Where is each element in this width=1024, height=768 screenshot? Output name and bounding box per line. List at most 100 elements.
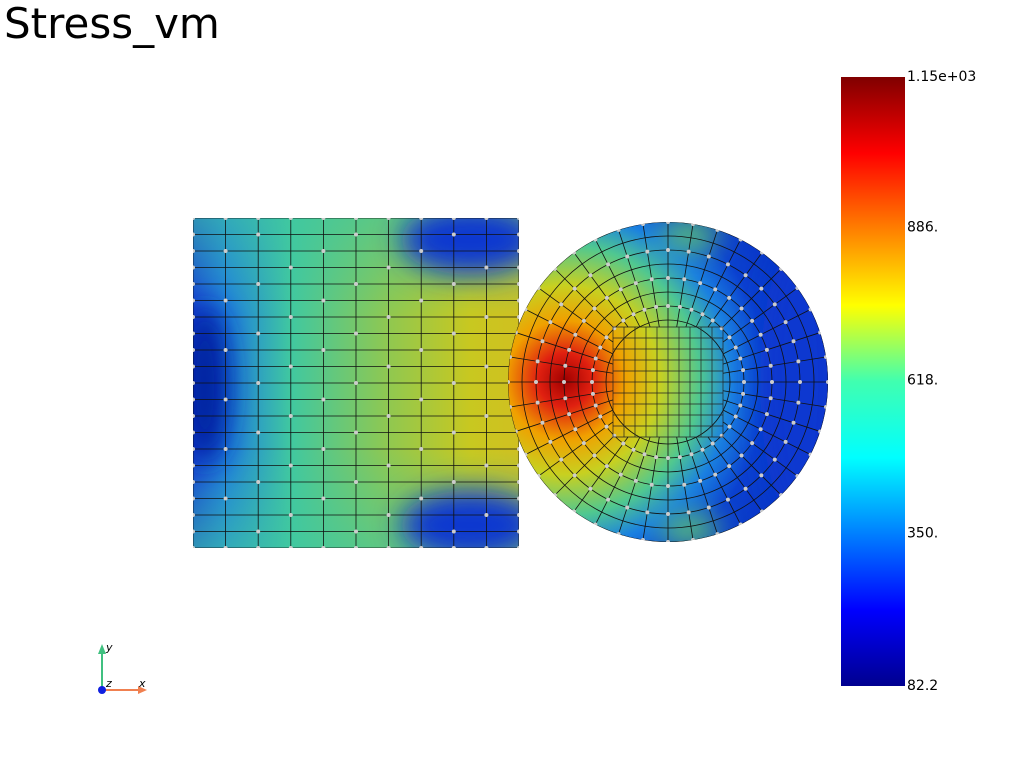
mesh-node bbox=[223, 218, 228, 220]
mesh-node bbox=[791, 420, 796, 425]
mesh-node bbox=[256, 529, 261, 534]
mesh-line bbox=[722, 268, 782, 328]
mesh-node bbox=[288, 546, 293, 548]
mesh-node bbox=[758, 427, 763, 432]
mesh-node bbox=[654, 455, 659, 460]
mesh-node bbox=[321, 298, 326, 303]
mesh-node bbox=[666, 484, 670, 488]
mesh-node bbox=[590, 368, 595, 373]
mesh-node bbox=[739, 306, 744, 311]
mesh-node bbox=[540, 420, 545, 425]
mesh-node bbox=[451, 282, 456, 286]
mesh-node bbox=[581, 441, 586, 446]
mesh-node bbox=[772, 457, 777, 462]
mesh-node bbox=[419, 298, 424, 303]
mesh-node bbox=[193, 397, 195, 402]
mesh-node bbox=[686, 249, 691, 254]
mesh-node bbox=[419, 546, 424, 548]
mesh-node bbox=[593, 403, 598, 408]
mesh-node bbox=[733, 345, 738, 350]
mesh-node bbox=[517, 496, 519, 501]
mesh-node bbox=[517, 249, 519, 253]
mesh-node bbox=[689, 452, 694, 457]
mesh-node bbox=[654, 304, 659, 309]
mesh-node bbox=[562, 380, 566, 384]
mesh-node bbox=[682, 277, 687, 282]
mesh-node bbox=[563, 396, 568, 401]
mesh-node bbox=[193, 298, 195, 303]
mesh-node bbox=[573, 332, 578, 337]
mesh-node bbox=[354, 218, 358, 220]
mesh-node bbox=[621, 318, 626, 323]
mesh-node bbox=[713, 472, 718, 477]
mesh-node bbox=[826, 380, 828, 384]
mesh-node bbox=[534, 380, 538, 384]
mesh-node bbox=[451, 546, 456, 548]
mesh-node bbox=[535, 400, 540, 405]
mesh-node bbox=[193, 447, 195, 451]
mesh-node bbox=[256, 430, 261, 435]
mesh-node bbox=[223, 298, 228, 303]
mesh-node bbox=[686, 510, 691, 515]
mesh-node bbox=[288, 414, 293, 418]
mesh-node bbox=[606, 497, 611, 502]
mesh-node bbox=[386, 315, 391, 319]
mesh-node bbox=[645, 510, 650, 515]
mesh-node bbox=[451, 232, 456, 237]
mesh-node bbox=[193, 381, 195, 385]
mesh-node bbox=[682, 482, 687, 487]
mesh-node bbox=[590, 380, 594, 384]
mesh-node bbox=[824, 354, 828, 359]
mesh-node bbox=[738, 356, 743, 361]
mesh-node bbox=[666, 222, 670, 224]
mesh-node bbox=[193, 546, 195, 548]
mesh-node bbox=[193, 331, 195, 336]
mesh-node bbox=[419, 249, 424, 253]
mesh-node bbox=[193, 364, 195, 369]
mesh-node bbox=[750, 318, 755, 323]
orientation-axes: y x z bbox=[98, 641, 147, 694]
mesh-node bbox=[779, 493, 784, 498]
mesh-node bbox=[288, 315, 293, 319]
mesh-node bbox=[321, 218, 326, 220]
mesh-node bbox=[567, 412, 572, 417]
mesh-line bbox=[642, 223, 660, 328]
mesh-node bbox=[559, 302, 564, 307]
mesh-node bbox=[666, 540, 670, 542]
mesh-node bbox=[193, 463, 195, 468]
mesh-line bbox=[722, 409, 811, 455]
mesh-line bbox=[554, 268, 614, 328]
mesh-line bbox=[722, 287, 798, 343]
mesh-node bbox=[759, 286, 764, 291]
mesh-node bbox=[621, 441, 626, 446]
mesh-node bbox=[758, 332, 763, 337]
mesh-node bbox=[625, 505, 630, 510]
mesh-line bbox=[722, 390, 827, 408]
mesh-line bbox=[509, 390, 614, 408]
mesh-node bbox=[256, 480, 261, 484]
mesh-node bbox=[552, 266, 557, 271]
mesh-node bbox=[256, 232, 261, 237]
mesh-node bbox=[517, 218, 519, 220]
mesh-node bbox=[760, 509, 765, 514]
mesh-node bbox=[256, 546, 261, 548]
mesh-line bbox=[509, 356, 614, 374]
mesh-node bbox=[523, 452, 528, 457]
mesh-node bbox=[256, 381, 261, 385]
scalar-bar bbox=[841, 77, 905, 686]
block-mesh bbox=[193, 218, 519, 548]
mesh-node bbox=[677, 455, 682, 460]
mesh-node bbox=[666, 304, 670, 308]
mesh-node bbox=[321, 496, 326, 501]
mesh-node bbox=[321, 397, 326, 402]
mesh-node bbox=[256, 282, 261, 286]
mesh-node bbox=[725, 262, 730, 267]
mesh-node bbox=[523, 307, 528, 312]
mesh-node bbox=[666, 248, 670, 252]
mesh-node bbox=[552, 493, 557, 498]
mesh-line bbox=[538, 287, 614, 343]
mesh-node bbox=[193, 249, 195, 253]
mesh-node bbox=[540, 339, 545, 344]
mesh-node bbox=[288, 265, 293, 270]
